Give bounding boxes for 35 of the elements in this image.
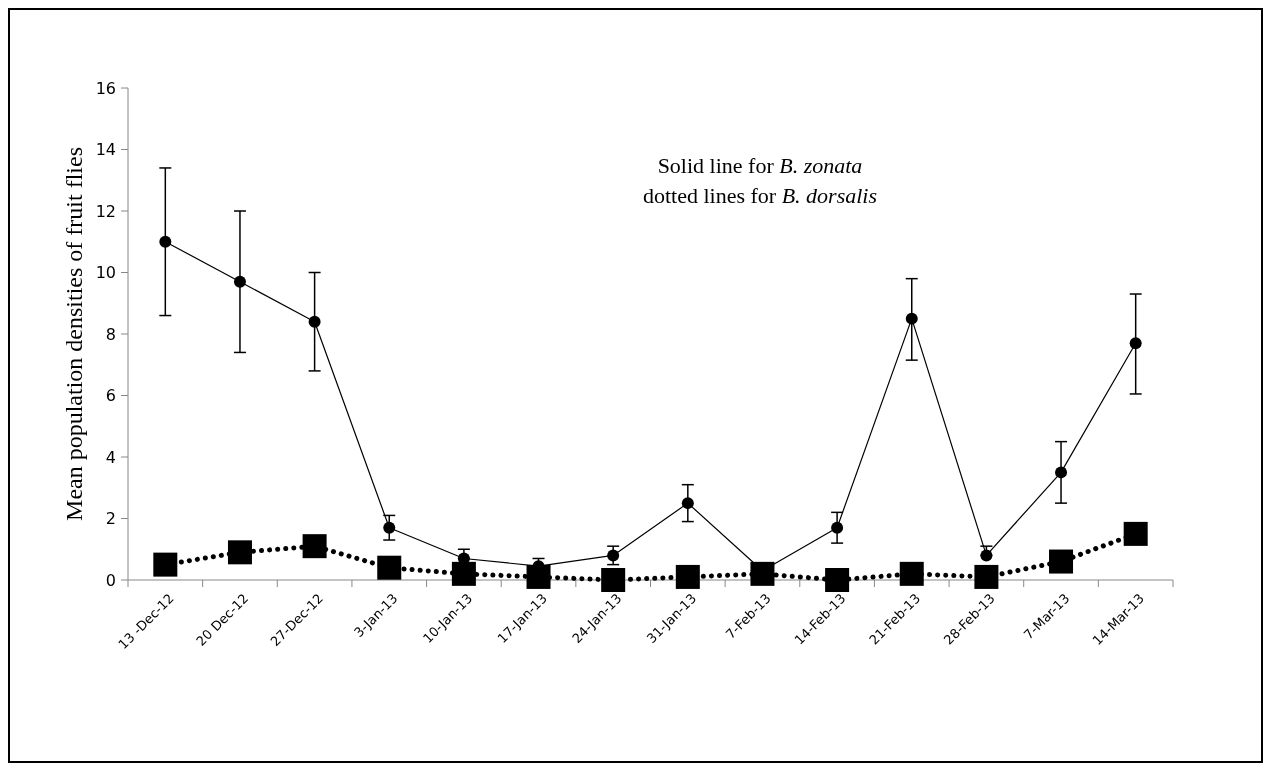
annotation: Solid line for B. zonata bbox=[657, 153, 863, 178]
point bbox=[451, 561, 476, 586]
y-tick-label: 0 bbox=[105, 570, 116, 590]
point bbox=[899, 561, 924, 586]
point bbox=[980, 549, 993, 562]
y-axis-title: Mean population densities of fruit flies bbox=[61, 147, 87, 521]
annotation: dotted lines for B. dorsalis bbox=[642, 183, 878, 208]
y-tick-label: 8 bbox=[105, 324, 116, 344]
point bbox=[974, 564, 999, 589]
point bbox=[831, 521, 844, 534]
y-tick-label: 4 bbox=[105, 447, 116, 467]
y-tick-label: 10 bbox=[95, 263, 116, 283]
point bbox=[601, 568, 626, 592]
y-tick-label: 16 bbox=[95, 78, 116, 98]
point bbox=[681, 497, 694, 510]
y-tick-label: 12 bbox=[95, 201, 116, 221]
point bbox=[302, 534, 327, 559]
point bbox=[675, 564, 700, 589]
point bbox=[1123, 521, 1148, 546]
point bbox=[153, 552, 178, 577]
y-tick-label: 6 bbox=[105, 386, 116, 406]
point bbox=[825, 568, 850, 592]
point bbox=[1049, 549, 1074, 574]
y-tick-label: 14 bbox=[95, 140, 116, 160]
point bbox=[383, 521, 396, 534]
point bbox=[905, 312, 918, 325]
point bbox=[308, 315, 321, 328]
point bbox=[1129, 337, 1142, 350]
point bbox=[1055, 466, 1068, 479]
point bbox=[607, 549, 620, 562]
point bbox=[377, 555, 402, 580]
point bbox=[233, 275, 246, 288]
point bbox=[159, 235, 172, 248]
point bbox=[227, 540, 252, 565]
y-tick-label: 2 bbox=[105, 509, 116, 529]
